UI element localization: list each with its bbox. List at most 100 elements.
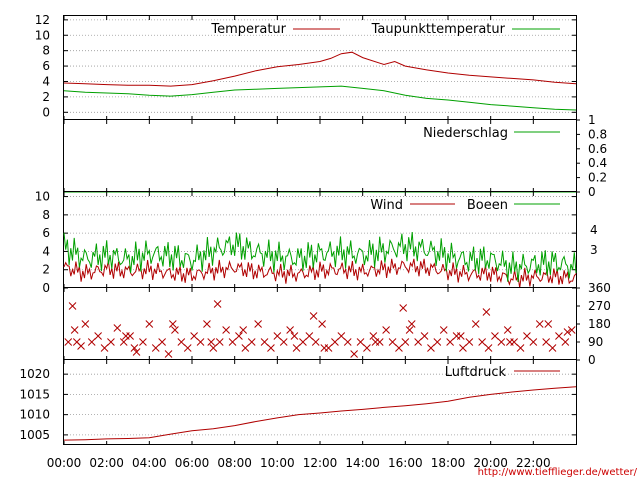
wind_direction-point (267, 344, 275, 352)
wind_direction-point (563, 328, 572, 336)
temperature-y-tick-label: 12 (35, 13, 50, 27)
precipitation-right-tick-label: 0.8 (588, 127, 607, 141)
precipitation-right-tick-label: 0.6 (588, 142, 607, 156)
wind_direction-point (132, 348, 141, 356)
wind_direction-point (506, 338, 514, 346)
wind_direction-point (401, 338, 410, 346)
legend-luftdruck-label: Luftdruck (445, 365, 507, 380)
wind_direction-point (70, 326, 79, 334)
wind-panel: Wind Boeen 0 2 4 6 8 10 3 4 (35, 190, 598, 295)
wind_direction-point (350, 350, 358, 358)
wind_direction-point (544, 320, 553, 328)
wind_direction-point (171, 326, 179, 334)
wind_direction-right-tick-label: 270 (588, 299, 611, 313)
x-tick-label: 18:00 (431, 456, 466, 470)
x-tick-label: 22:00 (516, 456, 551, 470)
wind_direction-point (420, 332, 429, 340)
wind_direction-point (337, 332, 346, 340)
wind_direction-point (207, 338, 216, 346)
wind_direction-point (371, 338, 380, 346)
wind_direction-point (535, 320, 544, 328)
temperature-y-tick-label: 6 (42, 59, 50, 73)
wind_direction-point (516, 344, 525, 352)
wind_direction-point (407, 320, 416, 328)
wind_direction-point (239, 326, 248, 334)
wind_direction-point (529, 338, 538, 346)
temperature-y-tick-label: 8 (42, 44, 50, 58)
wind_direction-point (503, 326, 512, 334)
wind_direction-right-tick-label: 90 (588, 335, 603, 349)
x-tick-label: 20:00 (473, 456, 508, 470)
wind-right-label: 3 (590, 243, 598, 257)
wind_direction-point (478, 338, 486, 346)
wind_direction-point (548, 344, 557, 352)
x-tick-label: 08:00 (217, 456, 252, 470)
wind_direction-point (320, 344, 329, 352)
wind_direction-point (331, 338, 339, 346)
wind_direction-point (260, 338, 269, 346)
wind_direction-point (405, 326, 414, 334)
wind_direction-point (235, 332, 243, 340)
wind-y-tick-label: 2 (42, 263, 50, 277)
wind_direction-point (439, 326, 448, 334)
wind_direction-point (567, 326, 576, 334)
wind_direction-point (190, 332, 198, 340)
legend-taupunkttemperatur-label: Taupunkttemperatur (371, 22, 506, 37)
wind_direction-point (247, 338, 256, 346)
wind_direction-point (356, 338, 365, 346)
pressure-panel: Luftdruck 1005 1010 1015 1020 (19, 359, 577, 445)
x-tick-label: 02:00 (89, 456, 124, 470)
wind_direction-point (292, 344, 301, 352)
wind-series-boeen (63, 231, 577, 282)
wind-y-tick-label: 8 (42, 208, 50, 222)
wind_direction-point (81, 320, 90, 328)
wind_direction-point (497, 338, 506, 346)
source-link[interactable]: http://www.tiefflieger.de/wetter/ (478, 467, 638, 478)
wind-direction-panel: 0 90 180 270 360 (63, 281, 611, 367)
wind-y-tick-label: 0 (42, 281, 50, 295)
wind_direction-point (241, 344, 250, 352)
time-axis: 00:00 02:00 04:00 06:00 08:00 10:00 12:00 14:00… (47, 456, 551, 470)
precipitation-right-tick-label: 0 (588, 185, 596, 199)
wind_direction-point (254, 320, 262, 328)
legend-wind-label: Wind (370, 198, 403, 213)
wind_direction-point (213, 300, 222, 308)
wind_direction-point (343, 338, 352, 346)
wind_direction-point (318, 320, 326, 328)
wind-y-tick-label: 10 (35, 190, 50, 204)
wind-y-tick-label: 6 (42, 226, 50, 240)
wind_direction-point (465, 338, 474, 346)
wind_direction-point (542, 338, 550, 346)
x-tick-label: 12:00 (303, 456, 338, 470)
wind_direction-point (311, 338, 320, 346)
wind_direction-point (222, 326, 230, 334)
wind_direction-point (100, 344, 109, 352)
wind_direction-point (482, 308, 491, 316)
pressure-y-tick-label: 1010 (19, 408, 50, 422)
wind_direction-point (215, 338, 224, 346)
wind_direction-point (122, 332, 130, 340)
wind_direction-point (484, 344, 493, 352)
wind_direction-point (68, 302, 77, 310)
wind_direction-point (471, 320, 480, 328)
legend-temperatur-label: Temperatur (210, 22, 286, 37)
precipitation-right-tick-label: 0.4 (588, 156, 607, 170)
wind_direction-point (305, 332, 314, 340)
precipitation-right-tick-label: 0.2 (588, 171, 607, 185)
wind_direction-point (456, 332, 465, 340)
temperature-y-tick-label: 10 (35, 28, 50, 42)
pressure-series-luftdruck (63, 386, 577, 441)
wind_direction-point (72, 338, 81, 346)
legend-niederschlag-label: Niederschlag (423, 126, 508, 141)
wind-y-tick-label: 4 (42, 244, 50, 258)
wind-series-wind (63, 258, 577, 288)
x-tick-label: 14:00 (345, 456, 380, 470)
wind_direction-point (139, 338, 147, 346)
wind_direction-point (183, 344, 192, 352)
wind_direction-point (203, 320, 211, 328)
precipitation-panel: Niederschlag 00.20.40.60.81 (63, 113, 607, 199)
wind_direction-point (158, 338, 166, 346)
wind_direction-point (130, 344, 139, 352)
x-tick-label: 04:00 (132, 456, 167, 470)
